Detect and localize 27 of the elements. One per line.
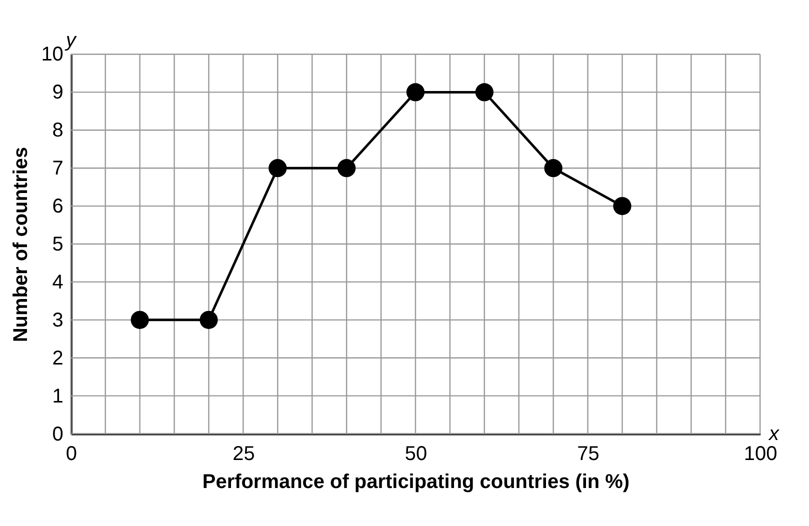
point <box>338 159 356 178</box>
point <box>130 310 149 329</box>
point <box>544 159 562 178</box>
x-tick-label: 75 <box>577 443 600 466</box>
y-tick-label: 4 <box>52 271 64 294</box>
y-tick-label: 2 <box>52 347 64 370</box>
y-tick-label: 9 <box>52 82 64 104</box>
text: y <box>64 29 77 52</box>
point <box>475 83 494 102</box>
y-tick-label: 10 <box>41 44 64 66</box>
x-tick-label: 25 <box>232 443 255 466</box>
x-axis-title: Performance of participating countries (in %) <box>202 471 630 494</box>
x-tick-label: 50 <box>404 443 428 466</box>
point <box>200 310 218 329</box>
y-tick-label: 0 <box>52 423 64 446</box>
y-axis-title: Number of countries <box>10 146 32 342</box>
point <box>268 159 287 178</box>
y-tick-label: 3 <box>52 309 64 332</box>
text: x <box>768 422 780 445</box>
point <box>406 83 425 102</box>
y-tick-label: 5 <box>52 234 64 256</box>
x-tick-label: 100 <box>744 443 778 466</box>
y-tick-label: 6 <box>52 196 64 218</box>
y-tick-label: 8 <box>52 120 64 142</box>
point <box>613 197 632 216</box>
y-tick-label: 7 <box>52 158 64 180</box>
y-tick-label: 1 <box>52 385 64 408</box>
